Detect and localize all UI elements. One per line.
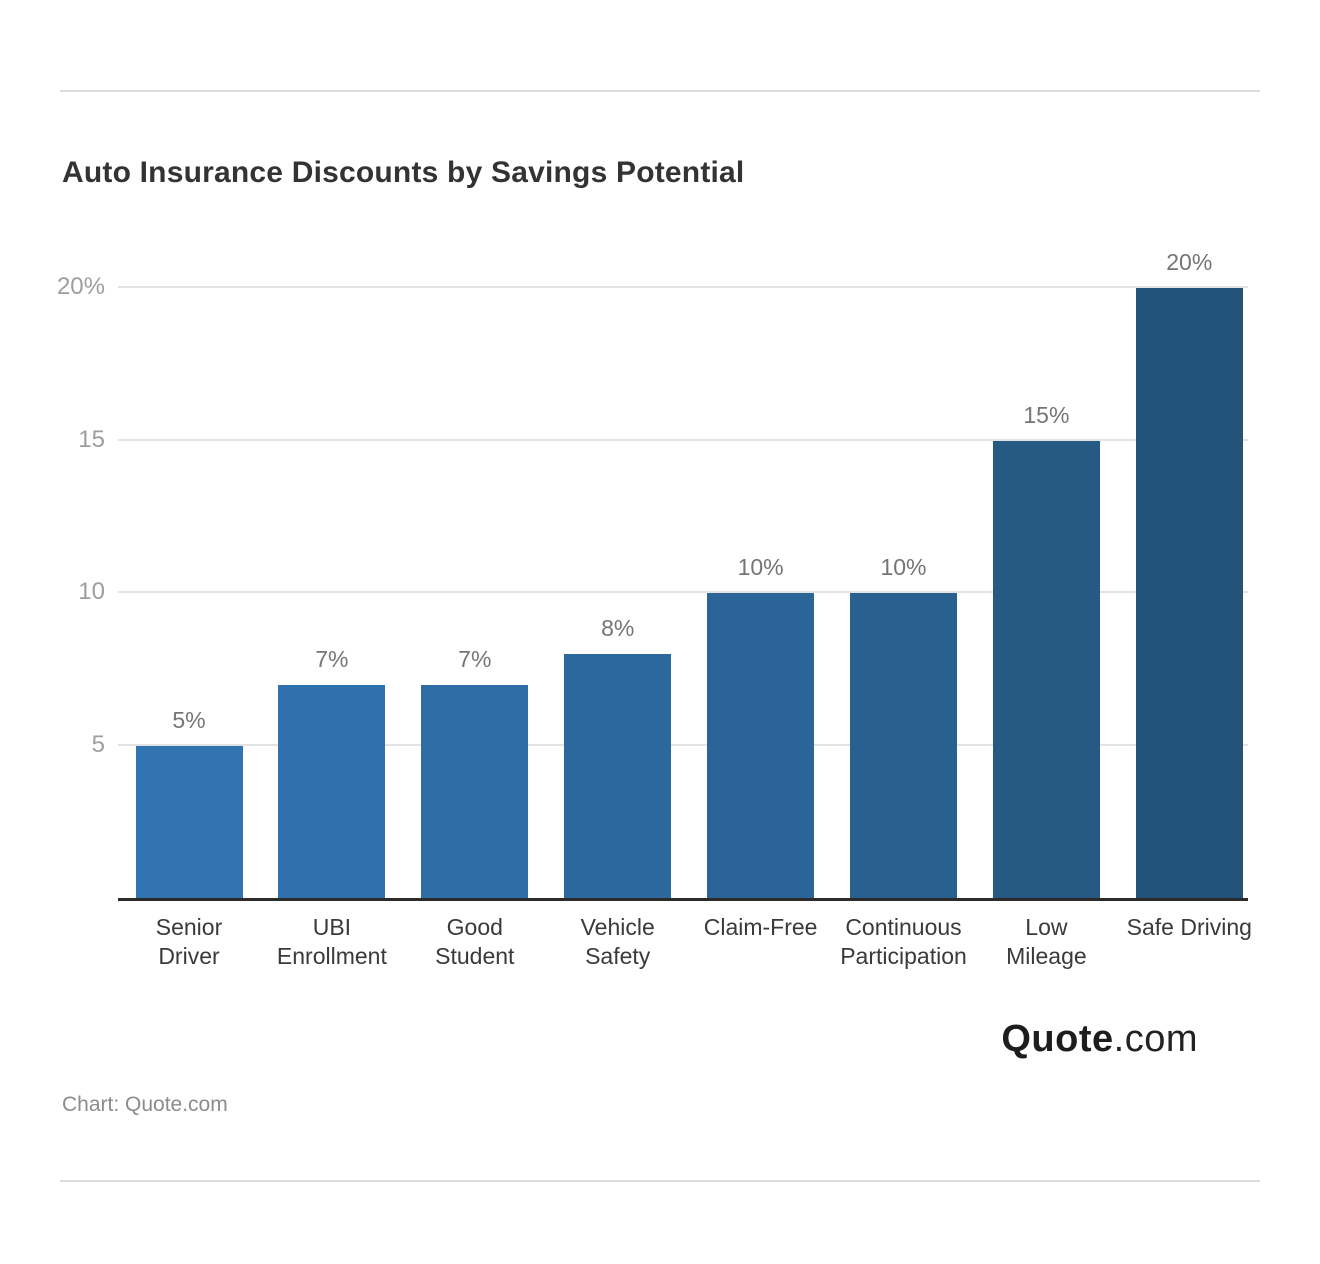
gridline-15 (118, 438, 1248, 441)
bar-vehicle-safety (564, 654, 672, 898)
top-divider (60, 90, 1260, 92)
brand-logo-rest: .com (1113, 1018, 1198, 1060)
bar-low-mileage (992, 440, 1100, 898)
y-axis-tick-label: 10 (78, 578, 105, 605)
x-axis-label-line: Continuous (845, 914, 962, 940)
brand-logo-bold: Quote (1001, 1018, 1114, 1060)
x-axis-line (118, 898, 1248, 901)
brand-logo[interactable]: Quote.com (1001, 1018, 1198, 1061)
bar-value-label: 7% (458, 645, 492, 672)
bar-value-label: 5% (172, 706, 206, 733)
x-axis-label-line: Participation (840, 943, 967, 969)
x-axis-label-line: Senior (155, 914, 223, 940)
x-axis-label-line: Student (435, 943, 515, 969)
x-axis-label-line: Safe Driving (1126, 914, 1252, 940)
bar-good-student (421, 684, 529, 898)
x-axis-label-ubi-enrollment: UBI Enrollment (277, 913, 387, 971)
x-axis-label-line: Good (446, 914, 503, 940)
x-axis-label-vehicle-safety: Vehicle Safety (581, 913, 655, 971)
y-axis-tick-label: 15 (78, 425, 105, 453)
x-axis-label-line: Driver (158, 943, 220, 969)
x-axis-label-low-mileage: Low Mileage (1006, 913, 1087, 971)
y-axis-tick-label: 20% (56, 273, 105, 300)
bar-value-label: 7% (315, 645, 349, 672)
x-axis-label-good-student: Good Student (435, 913, 514, 971)
x-axis-label-line: Claim-Free (703, 914, 818, 940)
x-axis-label-line: Low (1025, 914, 1068, 940)
x-axis-label-line: Mileage (1006, 943, 1087, 969)
source-attribution: Chart: Quote.com (62, 1093, 228, 1116)
bar-ubi-enrollment (278, 684, 386, 898)
x-axis-label-senior-driver: Senior Driver (156, 913, 222, 971)
bar-claim-free (707, 593, 815, 898)
gridline-5 (118, 743, 1248, 746)
x-axis-label-line: Enrollment (276, 943, 387, 969)
bar-safe-driving (1135, 288, 1243, 898)
x-axis-label-line: Vehicle (580, 914, 655, 940)
bar-senior-driver (135, 745, 243, 898)
bar-continuous-participation (850, 593, 957, 898)
gridline-10 (118, 591, 1248, 593)
plot-area: 5 10 15 20% 5% Senior Driver 7% UBI Enrollment 7% G… (57, 249, 1252, 969)
x-axis-label-claim-free: Claim-Free (704, 913, 818, 942)
bar-value-label: 10% (737, 554, 784, 580)
x-axis-label-line: Safety (585, 943, 651, 969)
bottom-divider (60, 1180, 1260, 1182)
bar-value-label: 20% (1166, 249, 1213, 275)
bar-value-label: 10% (880, 554, 927, 580)
y-axis-tick-label: 5 (91, 730, 105, 758)
chart-title: Auto Insurance Discounts by Savings Pote… (62, 156, 745, 189)
gridline-20 (118, 286, 1248, 288)
x-axis-label-continuous-participation: Continuous Participation (840, 913, 967, 971)
bar-value-label: 8% (601, 615, 635, 641)
bar-value-label: 15% (1023, 401, 1070, 428)
x-axis-label-line: UBI (312, 914, 352, 940)
x-axis-label-safe-driving: Safe Driving (1127, 913, 1252, 942)
